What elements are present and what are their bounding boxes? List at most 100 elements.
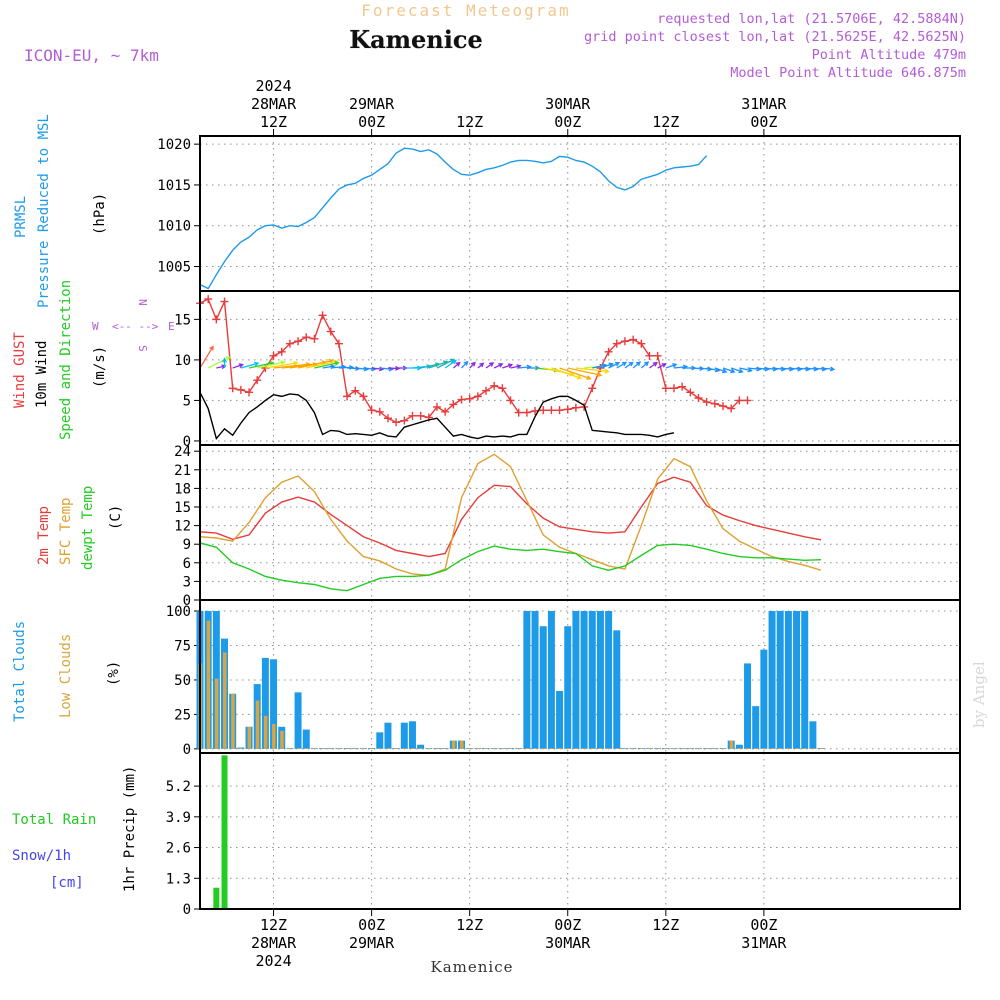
wind-arrow-shaft (297, 359, 333, 369)
ytick-label: 3 (183, 574, 191, 590)
panels: 1005101010151020051015036912151821240255… (157, 135, 961, 918)
gust-point (228, 384, 237, 393)
wind-arrow-shaft (649, 362, 658, 369)
wind-arrow (265, 360, 299, 369)
wind-arrow-head (222, 357, 228, 363)
wind-arrow (477, 362, 485, 369)
wind-dir-label: Speed and Direction (58, 280, 74, 440)
top-year-label: 2024 (255, 77, 291, 95)
wind-arrow-shaft (232, 363, 243, 369)
bar (605, 611, 613, 749)
wind-arrow (502, 363, 514, 369)
ytick-label: 0 (183, 902, 191, 918)
bar (574, 748, 578, 749)
footer-station: Kamenice (431, 958, 514, 976)
bar (370, 748, 374, 749)
panel-clouds: 0 25 50 75 100 (166, 599, 961, 758)
bar (596, 611, 604, 749)
gust-point (694, 393, 703, 402)
bar (484, 748, 489, 749)
gust-point (637, 339, 646, 348)
wind-arrow (551, 367, 583, 380)
bar (460, 740, 464, 749)
wind-arrow (485, 362, 495, 369)
gust-point (482, 386, 491, 395)
bar (786, 748, 791, 749)
gust-point (334, 339, 343, 348)
gust-point (310, 334, 319, 343)
series-line (199, 392, 675, 440)
panel-frame (199, 444, 961, 601)
wind-arrow-head (652, 361, 658, 367)
wind-arrow-shaft (314, 362, 339, 369)
wind-arrow (567, 367, 603, 378)
panel-precip: 0 1.3 2.6 3.9 5.2 (166, 752, 961, 918)
gust-point (604, 347, 613, 356)
gust-point (547, 406, 556, 415)
ytick-label: 12 (174, 519, 191, 535)
gust-point (383, 414, 392, 423)
bar (793, 611, 801, 749)
bottom-day-label: 28MAR (251, 934, 297, 952)
bottom-time-label: 00Z (358, 916, 385, 934)
pressure-unit: (hPa) (92, 193, 108, 235)
model-altitude: Model Point Altitude 646.875m (730, 65, 966, 81)
precip-unit: 1hr Precip (mm) (122, 766, 138, 892)
bar (705, 748, 709, 749)
gust-point (498, 384, 507, 393)
model-label: ICON-EU, ~ 7km (24, 46, 159, 65)
bar (239, 748, 243, 749)
bar (213, 887, 220, 909)
wind-arrow (600, 362, 614, 369)
bar (631, 748, 636, 749)
wind-label: 10m Wind (34, 341, 50, 408)
bar (386, 748, 390, 749)
ytick-label: 21 (174, 463, 191, 479)
wind-arrow-shaft (322, 365, 335, 369)
wind-arrow-head (280, 360, 286, 366)
wind-arrow (207, 356, 231, 369)
wind-arrow-head (829, 366, 836, 372)
wind-arrow-head (463, 360, 469, 366)
bar (776, 611, 784, 749)
wind-arrow-head (254, 361, 260, 367)
ytick-label: 18 (174, 481, 191, 497)
bar (737, 748, 742, 749)
gust-point (735, 396, 744, 405)
bar (768, 611, 776, 749)
bar (735, 744, 743, 749)
bottom-day-label: 29MAR (349, 934, 395, 952)
wind-compass: N W E S <-- --> (92, 299, 175, 352)
bar (623, 748, 627, 749)
wind-arrow (608, 362, 621, 369)
bar (647, 748, 652, 749)
wind-arrow-head (586, 375, 592, 380)
gust-point (269, 351, 278, 360)
bar (410, 748, 415, 749)
bar (361, 748, 366, 749)
gust-point (236, 385, 245, 394)
bar (696, 748, 701, 749)
bar (312, 748, 317, 749)
series-line (199, 476, 822, 558)
gust-point (392, 418, 401, 427)
gust-point (294, 337, 303, 346)
cloud-unit: (%) (106, 661, 122, 686)
wind-arrow-head (225, 356, 231, 361)
bar (752, 706, 760, 749)
credit-watermark: by Angel (970, 661, 988, 728)
bar (427, 748, 431, 749)
bar (517, 748, 521, 749)
wind-arrow-shaft (199, 346, 214, 369)
panel-pressure: 1005 1010 1015 1020 (157, 135, 961, 292)
bar (353, 748, 358, 749)
wind-arrow (714, 367, 728, 374)
gust-point (212, 315, 221, 324)
ytick-label: 50 (174, 673, 191, 689)
gust-point (719, 402, 728, 411)
wind-arrow (657, 363, 667, 369)
panel-frame (199, 135, 961, 292)
ytick-label: 1.3 (166, 871, 191, 887)
wind-arrow-shaft (788, 367, 802, 371)
bar (435, 748, 439, 749)
